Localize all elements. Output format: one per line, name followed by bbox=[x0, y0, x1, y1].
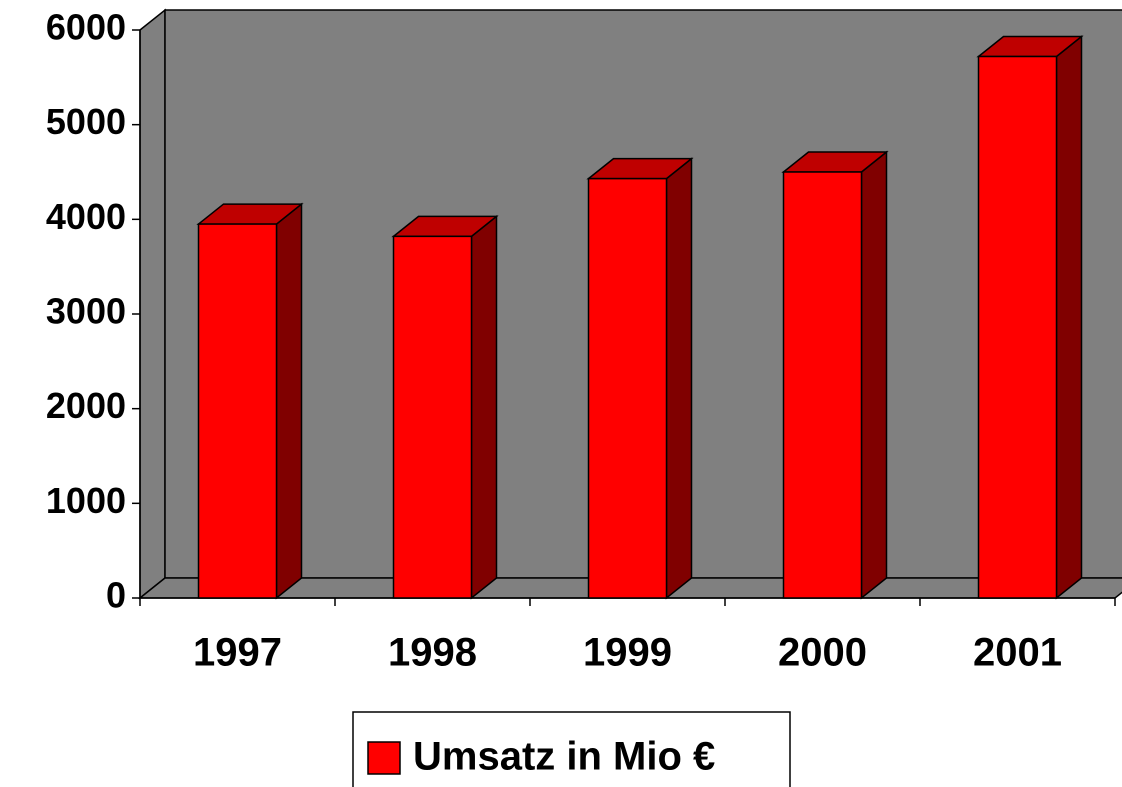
bar-side bbox=[665, 157, 693, 600]
bar bbox=[587, 177, 668, 599]
y-tick-label: 5000 bbox=[46, 101, 126, 142]
bar-side bbox=[470, 214, 498, 600]
x-tick-label: 1998 bbox=[388, 631, 477, 675]
y-tick-label: 0 bbox=[106, 575, 126, 616]
x-tick-label: 2000 bbox=[778, 631, 867, 675]
bar bbox=[782, 171, 863, 599]
y-tick-label: 3000 bbox=[46, 291, 126, 332]
legend-swatch bbox=[367, 741, 401, 775]
y-tick-label: 4000 bbox=[46, 196, 126, 237]
bar bbox=[392, 235, 473, 599]
y-tick-label: 1000 bbox=[46, 480, 126, 521]
x-tick-label: 1999 bbox=[583, 631, 672, 675]
left-wall bbox=[139, 8, 166, 600]
bar-side bbox=[275, 202, 303, 600]
y-tick-label: 2000 bbox=[46, 385, 126, 426]
x-tick-label: 2001 bbox=[973, 631, 1062, 675]
bar-side bbox=[1055, 34, 1083, 600]
legend-label: Umsatz in Mio € bbox=[413, 735, 715, 779]
bar-side bbox=[860, 150, 888, 600]
bar bbox=[977, 55, 1058, 599]
legend-box bbox=[352, 711, 791, 787]
x-tick-label: 1997 bbox=[193, 631, 282, 675]
y-tick-label: 6000 bbox=[46, 7, 126, 48]
bar bbox=[197, 223, 278, 599]
